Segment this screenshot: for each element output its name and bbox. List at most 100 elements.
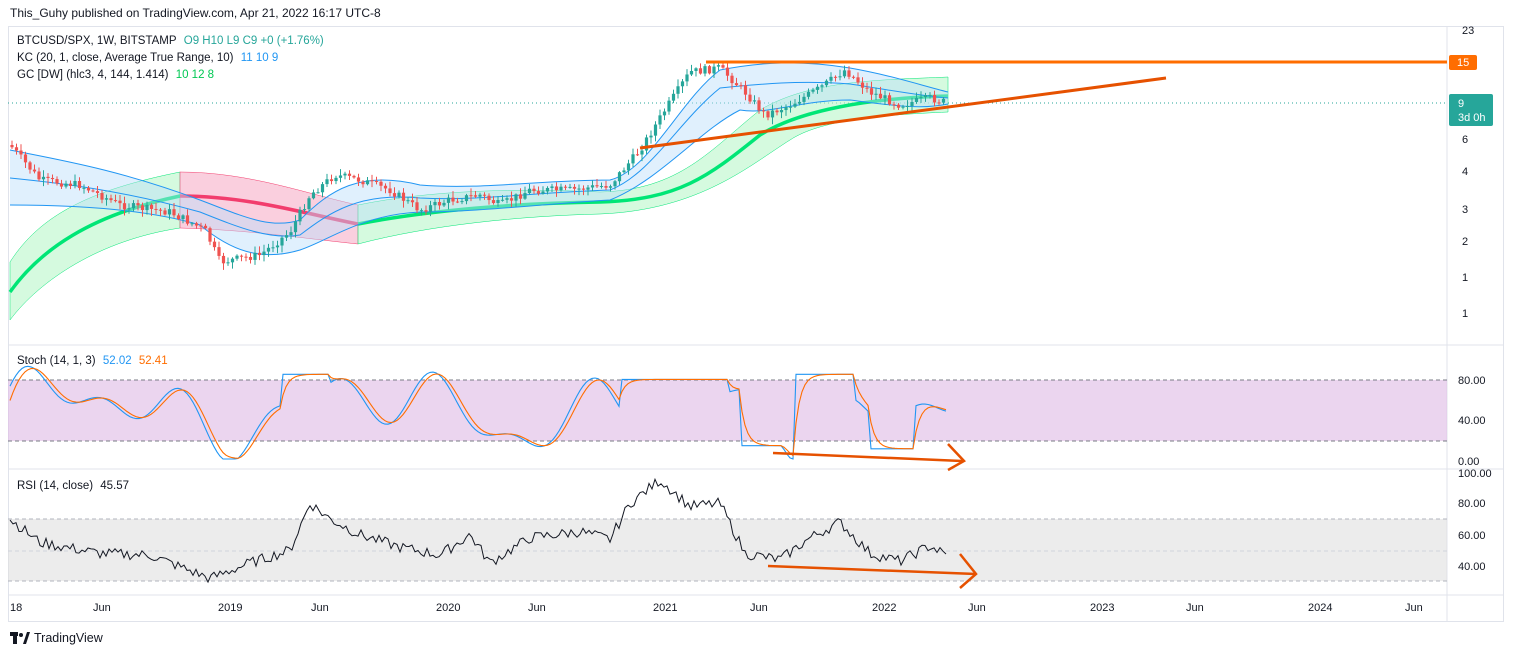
candle-body <box>545 187 550 192</box>
tradingview-footer[interactable]: TradingView <box>10 631 103 645</box>
candle-body <box>653 124 658 136</box>
candle-body <box>941 98 946 103</box>
candle-body <box>158 209 163 211</box>
candle-body <box>352 175 356 178</box>
rsi-divergence-arrow[interactable] <box>767 564 977 576</box>
candle-body <box>190 223 194 225</box>
symbol-label[interactable]: BTCUSD/SPX, 1W, BITSTAMP <box>17 35 177 47</box>
price-tick: 1 <box>1462 308 1468 320</box>
candle-body <box>572 186 577 189</box>
last-price-label: 9 <box>1458 98 1464 110</box>
candle-body <box>793 103 797 107</box>
candle-body <box>905 106 910 108</box>
candle-body <box>523 193 527 199</box>
candle-body <box>635 154 640 156</box>
candle-body <box>689 70 694 75</box>
candle-body <box>730 75 734 84</box>
resistance-price-label: 15 <box>1457 57 1469 69</box>
rsi-line[interactable] <box>9 477 947 584</box>
candle-body <box>734 83 739 86</box>
stoch-label[interactable]: Stoch (14, 1, 3) <box>17 355 96 367</box>
gc-legend[interactable]: GC [DW] (hlc3, 4, 144, 1.414) 10 12 8 <box>17 69 218 81</box>
candle-body <box>856 77 860 83</box>
candle-body <box>185 215 190 224</box>
stoch-k-line[interactable] <box>9 365 947 460</box>
candle-body <box>199 225 203 227</box>
candle-body <box>860 82 865 88</box>
time-label: Jun <box>1405 602 1423 614</box>
candle-body <box>662 111 667 116</box>
time-label: Jun <box>93 602 111 614</box>
candle-body <box>23 154 28 163</box>
candle-body <box>496 200 500 204</box>
candle-body <box>473 195 478 197</box>
candle-body <box>896 104 901 108</box>
candle-body <box>802 96 806 102</box>
candle-body <box>212 241 217 248</box>
bar-countdown: 3d 0h <box>1458 112 1486 124</box>
candle-body <box>676 86 680 94</box>
candle-body <box>68 183 73 186</box>
stoch-legend[interactable]: Stoch (14, 1, 3) 52.02 52.41 <box>17 355 172 367</box>
kc-values: 11 10 9 <box>240 52 279 64</box>
candle-body <box>914 97 919 102</box>
candle-body <box>91 190 95 192</box>
gc-values: 10 12 8 <box>175 69 215 81</box>
candle-body <box>815 86 820 90</box>
stoch-arrow-head-icon <box>947 443 967 472</box>
stoch-axis-tick: 40.00 <box>1458 415 1486 427</box>
candle-body <box>316 192 320 194</box>
resistance-price-badge <box>1449 55 1477 70</box>
candle-body <box>725 67 730 76</box>
candle-body <box>149 204 154 209</box>
candle-body <box>406 200 410 202</box>
candle-body <box>293 221 298 233</box>
kc-legend[interactable]: KC (20, 1, close, Average True Range, 10… <box>17 52 282 64</box>
time-label: Jun <box>750 602 768 614</box>
gc-label[interactable]: GC [DW] (hlc3, 4, 144, 1.414) <box>17 69 169 81</box>
candle-body <box>739 85 743 87</box>
candle-body <box>932 94 937 103</box>
gc-band-green-right <box>357 76 949 245</box>
rsi-legend[interactable]: RSI (14, close) 45.57 <box>17 480 133 492</box>
candle-body <box>797 101 802 104</box>
candle-body <box>235 255 239 259</box>
candle-body <box>788 106 793 108</box>
candle-body <box>262 251 266 256</box>
candle-body <box>28 162 32 170</box>
candle-body <box>419 210 424 212</box>
rsi-axis-tick: 100.00 <box>1458 468 1492 480</box>
kc-label[interactable]: KC (20, 1, close, Average True Range, 10… <box>17 52 234 64</box>
candle-body <box>892 104 896 106</box>
candle-body <box>325 179 329 185</box>
rsi-arrow-head-icon <box>959 553 978 589</box>
stoch-divergence-arrow[interactable] <box>772 451 963 463</box>
candle-body <box>253 252 257 260</box>
candle-body <box>878 93 883 99</box>
candle-body <box>95 191 100 194</box>
rsi-label[interactable]: RSI (14, close) <box>17 480 94 492</box>
candle-body <box>703 66 707 74</box>
stoch-axis-tick: 0.00 <box>1458 456 1479 468</box>
time-label: 2020 <box>436 602 460 614</box>
main-legend[interactable]: BTCUSD/SPX, 1W, BITSTAMP O9 H10 L9 C9 +0… <box>17 35 328 47</box>
candle-body <box>608 186 613 188</box>
price-tick: 1 <box>1462 272 1468 284</box>
time-label: 18 <box>10 602 22 614</box>
candle-body <box>113 200 118 202</box>
candlestick-series[interactable] <box>10 61 946 270</box>
candle-body <box>761 110 766 112</box>
publisher-line: This_Guhy published on TradingView.com, … <box>10 6 381 20</box>
candle-body <box>239 255 244 257</box>
ascending-trendline[interactable] <box>639 76 1167 150</box>
candle-body <box>842 70 847 77</box>
candle-body <box>658 115 662 125</box>
candle-body <box>937 102 941 104</box>
candle-body <box>694 68 698 71</box>
candle-body <box>361 181 365 185</box>
price-tick: 4 <box>1462 166 1468 178</box>
stoch-d-value: 52.41 <box>138 355 168 367</box>
gc-centre-line-green <box>8 194 181 294</box>
ohlc-values: O9 H10 L9 C9 +0 (+1.76%) <box>183 35 324 47</box>
